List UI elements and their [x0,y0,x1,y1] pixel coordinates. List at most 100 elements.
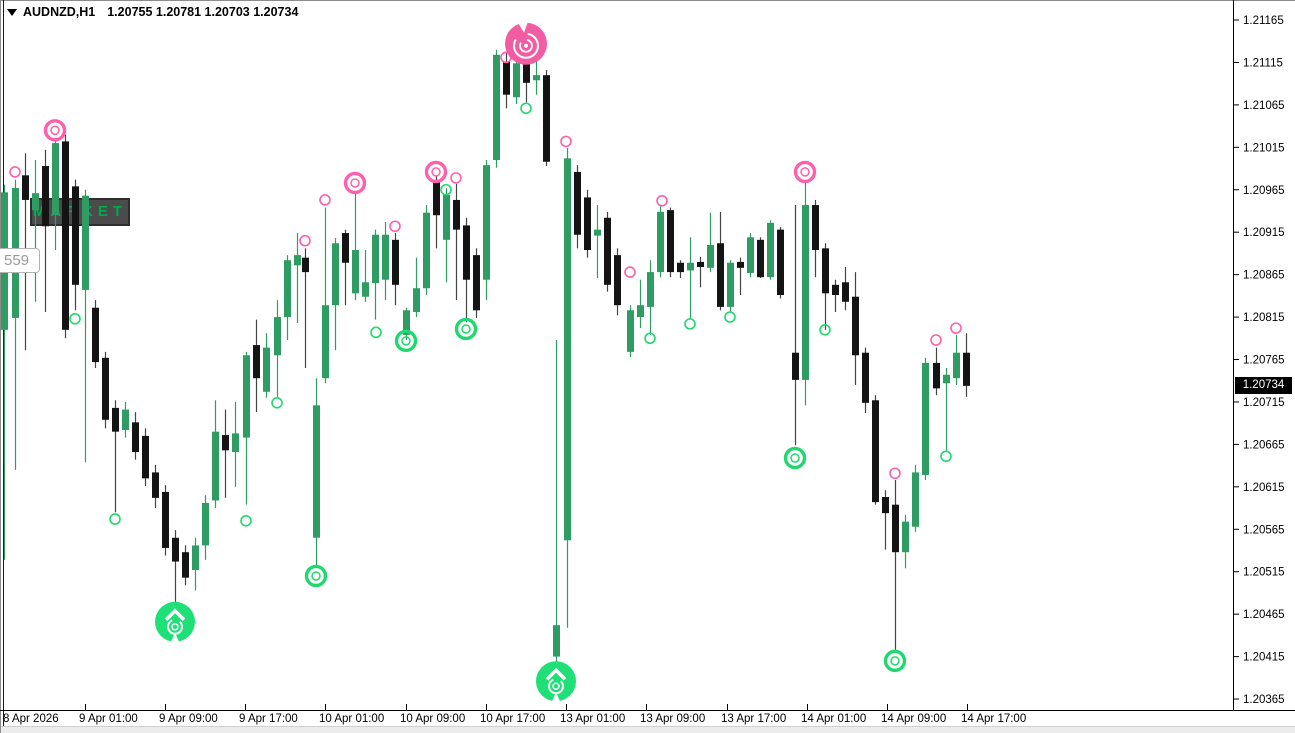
bull-candle [32,193,39,211]
sell-signal-marker[interactable] [450,172,462,184]
sell-signal-marker[interactable] [343,171,367,195]
buy-signal-marker[interactable] [440,183,452,196]
sell-signal-marker[interactable] [950,322,962,334]
sell-signal-marker[interactable] [299,234,311,247]
sell-signal-marker[interactable] [424,160,448,184]
price-axis-label[interactable]: 1.20915 [1243,227,1285,239]
price-tooltip: 559 [0,248,41,273]
bull-candle [352,250,359,294]
bear-candle [543,75,550,162]
buy-signal-marker[interactable] [536,661,576,702]
time-axis-label[interactable]: 13 Apr 09:00 [640,713,705,725]
bear-candle [872,400,879,503]
sell-signal-marker[interactable] [560,135,572,148]
buy-signal-marker[interactable] [783,446,807,470]
sell-signal-marker[interactable] [889,467,901,480]
buy-signal-marker[interactable] [454,317,478,341]
bear-candle [604,217,611,285]
price-axis-label[interactable]: 1.21115 [1243,57,1283,69]
sell-signal-marker[interactable] [624,266,636,278]
buy-signal-marker[interactable] [819,324,831,336]
time-axis-label[interactable]: 13 Apr 01:00 [560,713,625,725]
sell-signal-marker[interactable] [43,119,67,142]
bull-candle [912,472,919,527]
buy-signal-marker[interactable] [109,513,121,525]
buy-signal-marker[interactable] [644,332,656,345]
sell-signal-marker[interactable] [793,160,817,184]
time-axis-label[interactable]: 14 Apr 01:00 [801,713,866,725]
symbol-dropdown-icon[interactable] [7,8,17,16]
bear-candle [172,537,179,562]
time-axis-label[interactable]: 9 Apr 01:00 [79,713,138,725]
bull-candle [564,158,571,541]
buy-signal-marker[interactable] [520,102,532,115]
bear-candle [433,182,440,216]
time-axis-label[interactable]: 13 Apr 17:00 [721,713,786,725]
buy-signal-marker [311,571,321,581]
bear-candle [963,352,970,386]
buy-signal-marker[interactable] [370,326,382,339]
window-bottom-edge [0,726,1295,733]
marker-ring [171,623,179,631]
buy-signal-marker[interactable] [724,311,736,323]
marker-notch [518,21,528,33]
bear-candle [42,165,49,227]
time-axis-label[interactable]: 9 Apr 17:00 [239,713,298,725]
bear-candle [112,407,119,432]
price-axis-label[interactable]: 1.20365 [1243,694,1285,706]
bear-candle [473,255,480,311]
buy-signal-marker[interactable] [155,601,195,642]
bull-candle [647,272,654,307]
sell-signal-marker [350,178,360,188]
buy-signal-marker[interactable] [304,564,328,588]
buy-signal-marker[interactable] [240,514,252,527]
bear-candle [777,229,784,296]
price-axis-label[interactable]: 1.20515 [1243,567,1285,579]
price-axis-label[interactable]: 1.20715 [1243,397,1285,409]
buy-signal-marker[interactable] [394,329,418,353]
sell-signal-marker[interactable] [389,220,401,233]
bull-candle [533,75,540,81]
time-axis-label[interactable]: 14 Apr 17:00 [961,713,1026,725]
price-axis-label[interactable]: 1.20965 [1243,185,1285,197]
buy-signal-marker[interactable] [684,318,696,330]
price-axis-label[interactable]: 1.20615 [1243,482,1285,494]
quote-header: AUDNZD,H1 1.20755 1.20781 1.20703 1.2073… [7,5,298,19]
bull-candle [122,409,129,430]
price-axis-label[interactable]: 1.20665 [1243,439,1285,451]
time-axis-label[interactable]: 10 Apr 09:00 [400,713,465,725]
bear-candle [22,175,29,200]
sell-signal-marker[interactable] [9,166,21,178]
sell-signal-marker[interactable] [319,194,331,206]
buy-signal-marker[interactable] [883,649,907,673]
time-axis-label[interactable]: 9 Apr 09:00 [159,713,218,725]
time-axis-label[interactable]: 10 Apr 17:00 [480,713,545,725]
price-axis-label[interactable]: 1.20465 [1243,609,1285,621]
price-axis-label[interactable]: 1.20765 [1243,355,1285,367]
bull-candle [212,431,219,501]
buy-signal-marker[interactable] [271,397,283,409]
price-axis-label[interactable]: 1.21065 [1243,100,1285,112]
sell-signal-marker[interactable] [656,194,668,207]
time-axis-label[interactable]: 14 Apr 09:00 [881,713,946,725]
price-axis-label[interactable]: 1.20865 [1243,270,1285,282]
bear-candle [392,239,399,285]
price-axis-label[interactable]: 1.20415 [1243,652,1285,664]
bull-candle [403,310,410,335]
buy-signal-marker[interactable] [69,312,81,325]
marker-ring [513,32,539,59]
bear-candle [253,345,260,379]
price-axis-label[interactable]: 1.20565 [1243,524,1285,536]
price-axis-label[interactable]: 1.21015 [1243,142,1285,154]
sell-signal-marker[interactable] [930,334,942,346]
bear-candle [523,54,530,83]
bull-candle [243,355,250,438]
time-axis-label[interactable]: 8 Apr 2026 [3,713,59,725]
bull-candle [627,310,634,352]
bull-candle [953,352,960,379]
price-axis-label[interactable]: 1.21165 [1243,15,1284,27]
time-axis-label[interactable]: 10 Apr 01:00 [319,713,384,725]
buy-signal-marker[interactable] [940,450,952,463]
price-axis-label[interactable]: 1.20815 [1243,312,1285,324]
